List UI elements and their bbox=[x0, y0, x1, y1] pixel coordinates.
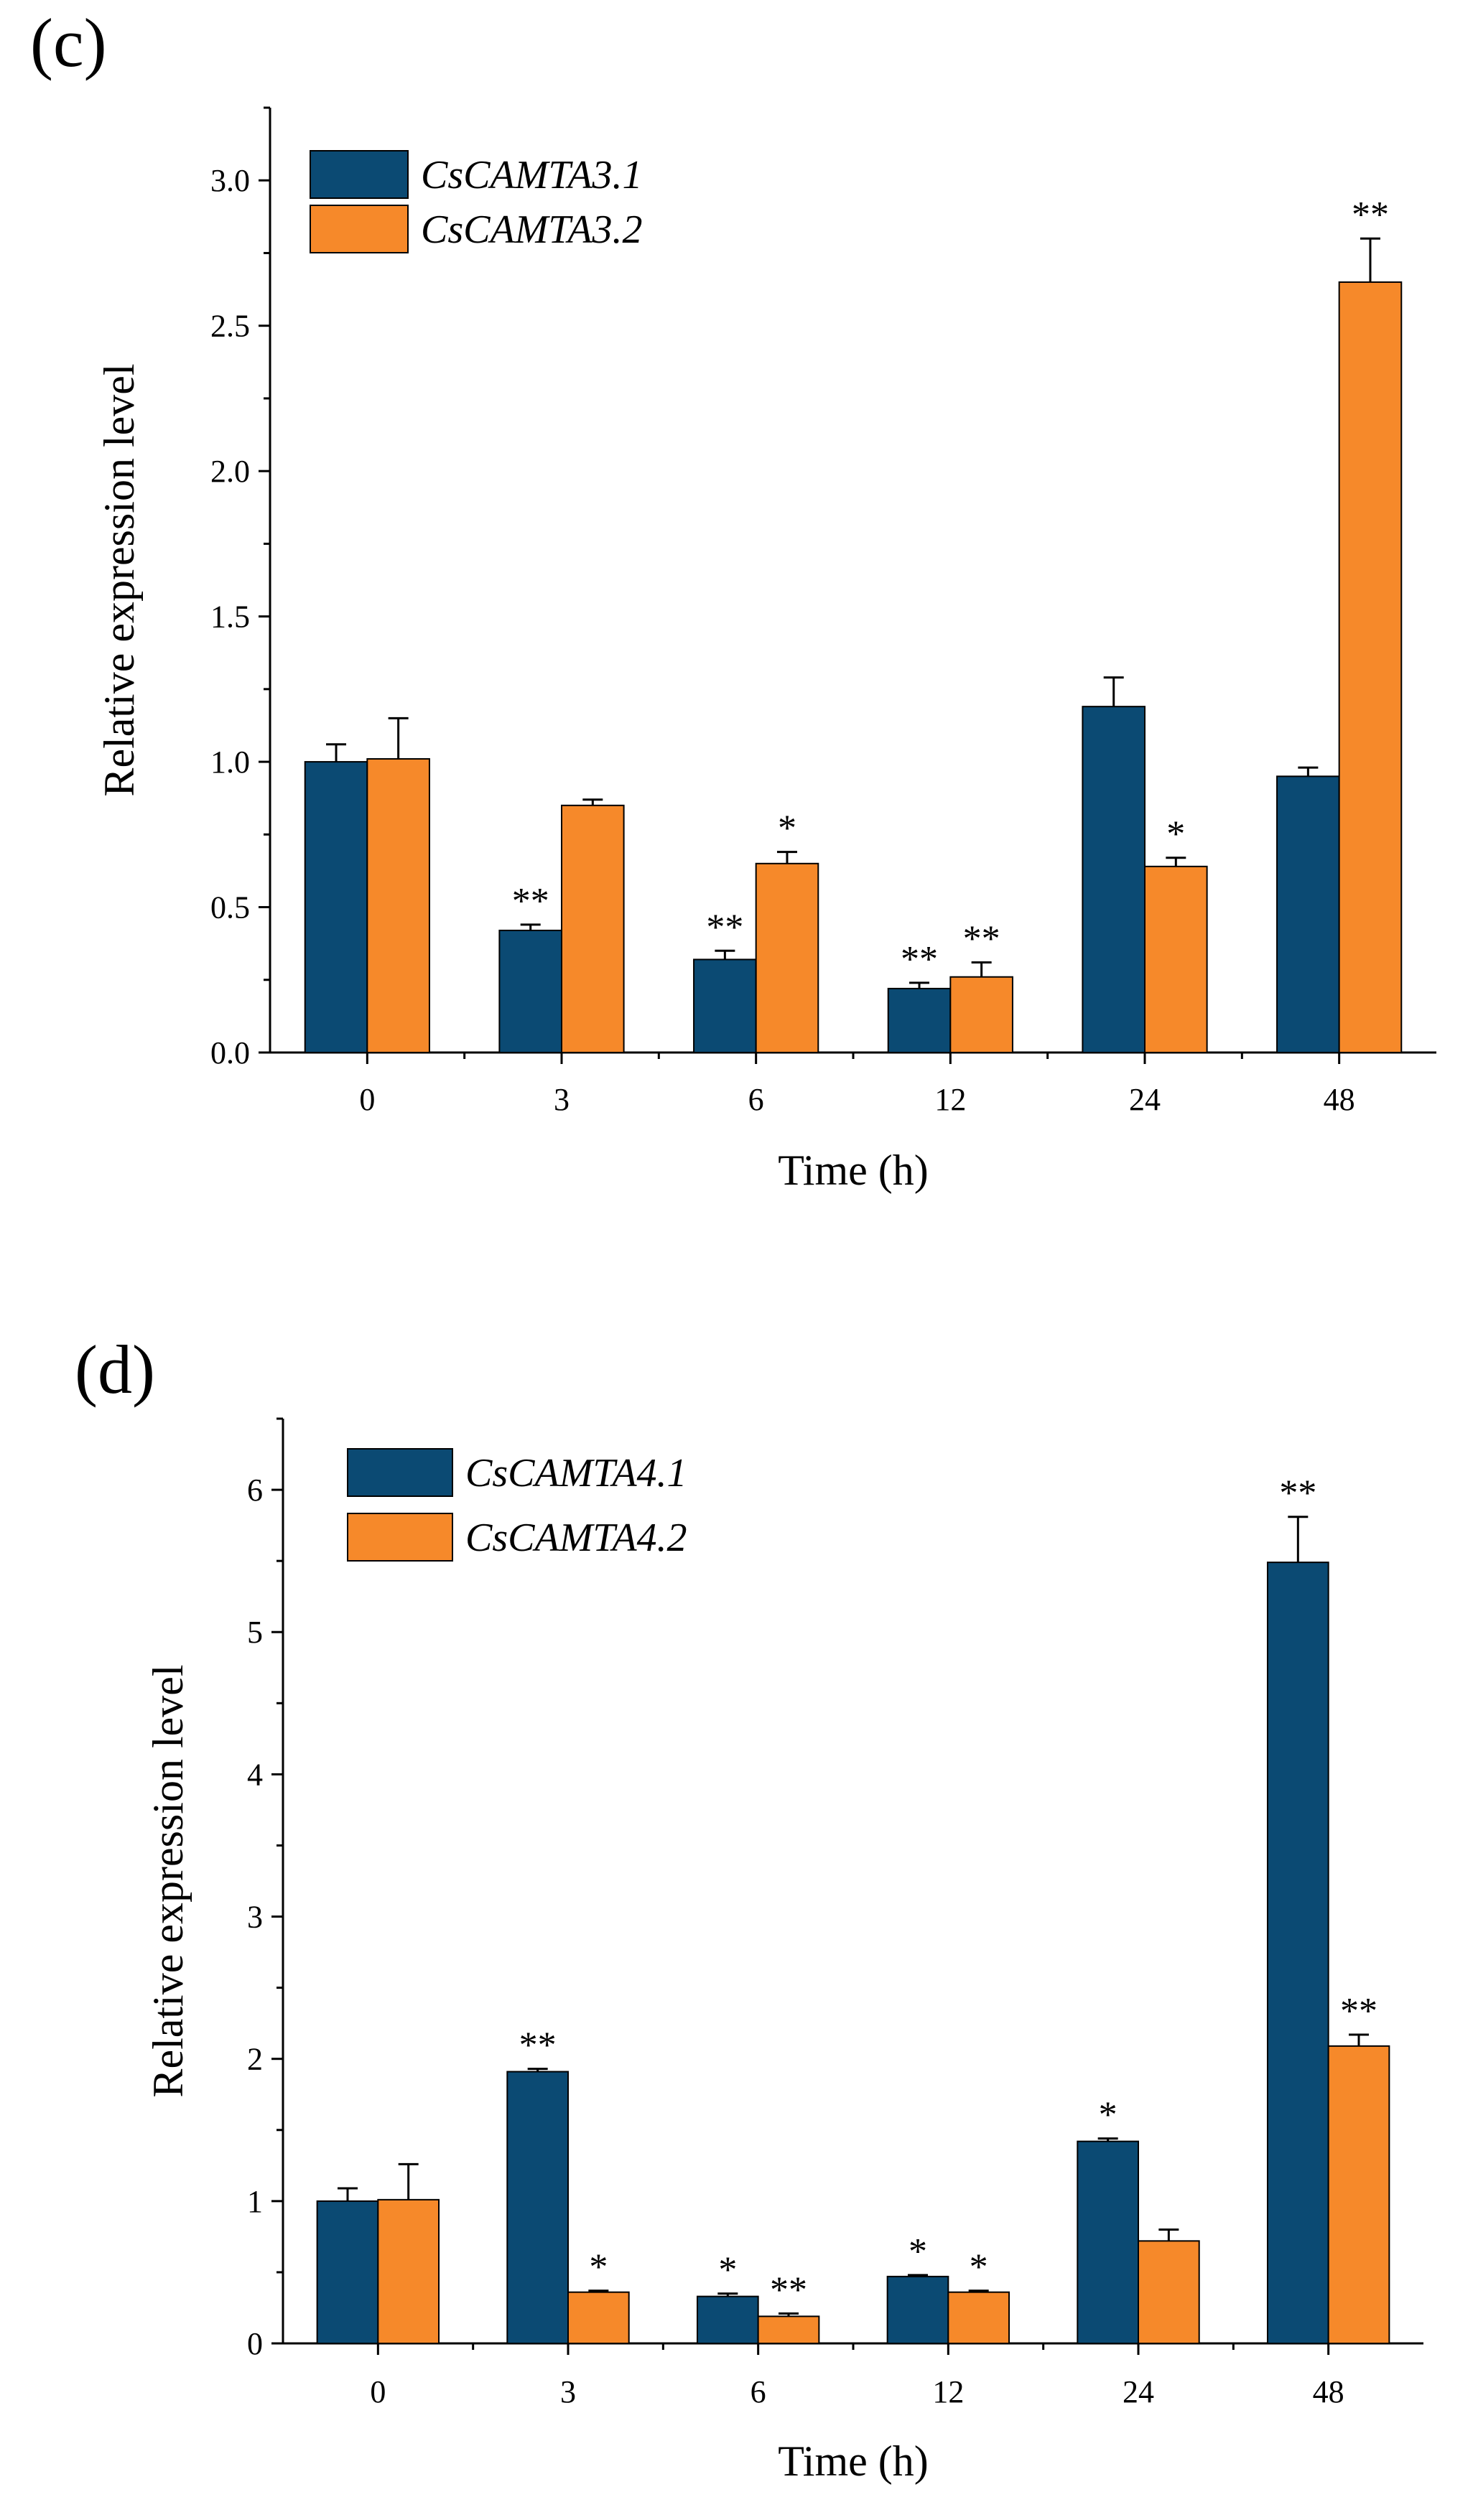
bar-CsCAMTA4.2-12h bbox=[947, 2291, 1010, 2344]
bar-CsCAMTA4.1-0h bbox=[316, 2200, 379, 2345]
x-tick-label: 24 bbox=[1129, 1082, 1161, 1117]
bar-CsCAMTA3.2-3h bbox=[561, 804, 625, 1054]
significance-marker: ** bbox=[512, 881, 549, 922]
x-tick-label: 3 bbox=[560, 2374, 576, 2409]
bar-CsCAMTA3.1-24h bbox=[1082, 706, 1146, 1053]
x-tick-label: 0 bbox=[359, 1082, 375, 1117]
bar-CsCAMTA4.2-0h bbox=[377, 2198, 440, 2344]
legend-label: CsCAMTA4.1 bbox=[465, 1451, 687, 1495]
legend-swatch bbox=[310, 205, 409, 253]
y-axis-title: Relative expression level bbox=[96, 363, 143, 796]
y-tick-label: 3.0 bbox=[210, 163, 250, 198]
x-tick-label: 6 bbox=[748, 1082, 764, 1117]
significance-marker: ** bbox=[770, 2269, 807, 2310]
y-tick-label: 1.0 bbox=[210, 745, 250, 780]
y-tick-label: 4 bbox=[247, 1757, 263, 1792]
bar-CsCAMTA4.2-24h bbox=[1138, 2240, 1200, 2345]
significance-marker: ** bbox=[963, 918, 1000, 959]
y-tick-label: 0 bbox=[247, 2326, 263, 2361]
significance-marker: ** bbox=[519, 2025, 557, 2066]
y-axis-title: Relative expression level bbox=[144, 1664, 192, 2097]
y-tick-label: 2 bbox=[247, 2042, 263, 2077]
bar-CsCAMTA3.2-0h bbox=[366, 758, 430, 1054]
x-tick-label: 12 bbox=[934, 1082, 966, 1117]
legend-swatch bbox=[347, 1448, 453, 1497]
x-tick-label: 48 bbox=[1313, 2374, 1344, 2409]
bar-CsCAMTA4.1-6h bbox=[696, 2295, 759, 2344]
significance-marker: * bbox=[1166, 814, 1185, 855]
y-tick-label: 5 bbox=[247, 1615, 263, 1650]
y-tick-label: 6 bbox=[247, 1473, 263, 1508]
y-tick-label: 0.5 bbox=[210, 890, 250, 925]
x-tick-label: 6 bbox=[751, 2374, 766, 2409]
bar-CsCAMTA4.1-24h bbox=[1077, 2140, 1139, 2345]
bar-CsCAMTA3.1-0h bbox=[304, 761, 368, 1053]
panel-label: (d) bbox=[75, 1331, 155, 1408]
bar-CsCAMTA3.2-12h bbox=[949, 976, 1013, 1053]
panel-label: (c) bbox=[30, 4, 107, 81]
legend-swatch bbox=[310, 150, 409, 199]
bar-CsCAMTA4.2-48h bbox=[1327, 2045, 1390, 2344]
bar-CsCAMTA3.1-3h bbox=[498, 929, 562, 1053]
x-tick-label: 48 bbox=[1324, 1082, 1355, 1117]
y-tick-label: 0.0 bbox=[210, 1035, 250, 1070]
bar-CsCAMTA3.1-6h bbox=[693, 958, 757, 1053]
significance-marker: ** bbox=[706, 907, 743, 948]
significance-marker: * bbox=[778, 808, 796, 849]
significance-marker: ** bbox=[1279, 1473, 1316, 1514]
y-tick-label: 1 bbox=[247, 2184, 263, 2219]
bar-CsCAMTA4.2-3h bbox=[567, 2291, 630, 2344]
significance-marker: * bbox=[1099, 2095, 1117, 2136]
significance-marker: * bbox=[909, 2231, 927, 2272]
significance-marker: * bbox=[970, 2247, 988, 2288]
legend-swatch bbox=[347, 1513, 453, 1562]
x-axis-title: Time (h) bbox=[778, 1147, 928, 1194]
x-axis-title: Time (h) bbox=[778, 2437, 928, 2485]
significance-marker: ** bbox=[901, 939, 938, 980]
legend-label: CsCAMTA3.2 bbox=[421, 207, 643, 252]
legend-label: CsCAMTA4.2 bbox=[465, 1516, 687, 1560]
x-tick-label: 24 bbox=[1123, 2374, 1154, 2409]
bar-CsCAMTA4.2-6h bbox=[757, 2315, 820, 2345]
bar-CsCAMTA4.1-48h bbox=[1266, 1562, 1329, 2345]
significance-marker: * bbox=[718, 2250, 737, 2291]
bar-CsCAMTA3.1-48h bbox=[1276, 775, 1340, 1054]
legend-label: CsCAMTA3.1 bbox=[421, 153, 643, 197]
y-tick-label: 3 bbox=[247, 1900, 263, 1935]
panel-c: (c) 0.0 0.5 1.0 1.5 2.0 2.5 3.0 Relative express… bbox=[30, 4, 1436, 1194]
bar-CsCAMTA4.1-3h bbox=[506, 2071, 569, 2344]
bar-CsCAMTA3.1-12h bbox=[887, 987, 952, 1053]
x-tick-label: 12 bbox=[932, 2374, 964, 2409]
x-tick-label: 3 bbox=[554, 1082, 570, 1117]
y-tick-label: 2.5 bbox=[210, 309, 250, 344]
significance-marker: ** bbox=[1352, 195, 1389, 235]
y-tick-label: 2.0 bbox=[210, 454, 250, 489]
significance-marker: * bbox=[589, 2247, 608, 2288]
bar-CsCAMTA3.2-6h bbox=[755, 862, 819, 1054]
x-tick-label: 0 bbox=[370, 2374, 386, 2409]
bar-CsCAMTA3.2-24h bbox=[1144, 865, 1208, 1053]
bar-CsCAMTA4.1-12h bbox=[886, 2275, 949, 2344]
significance-marker: ** bbox=[1340, 1991, 1377, 2032]
y-tick-label: 1.5 bbox=[210, 599, 250, 635]
bar-CsCAMTA3.2-48h bbox=[1338, 281, 1403, 1053]
